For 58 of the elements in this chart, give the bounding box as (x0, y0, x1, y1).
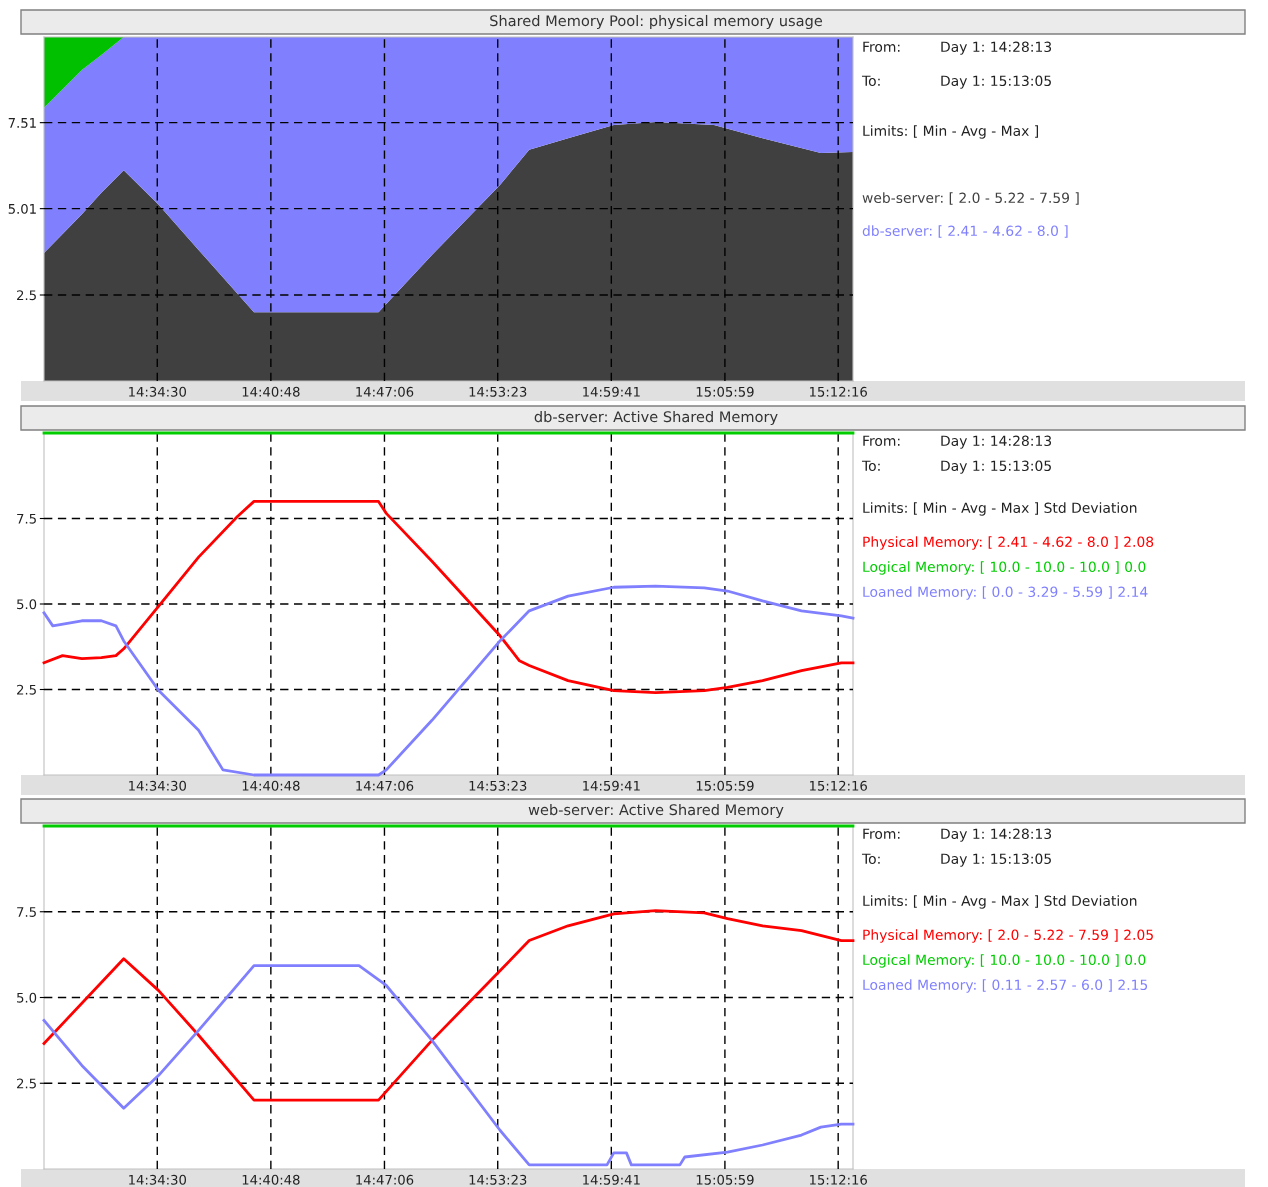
x-tick-label: 14:53:23 (469, 1174, 527, 1185)
x-tick-label: 14:59:41 (583, 780, 640, 791)
chart-title: db-server: Active Shared Memory (534, 410, 778, 426)
x-tick-label: 14:59:41 (583, 386, 640, 397)
line-series (42, 909, 855, 1102)
y-tick-label: 7.5 (17, 513, 36, 524)
x-tick-label: 15:12:16 (810, 1174, 867, 1185)
x-tick-label: 14:34:30 (129, 1174, 187, 1185)
x-tick-label: 15:12:16 (810, 780, 867, 791)
series-label: Loaned Memory: [ 0.0 - 3.29 - 5.59 ] 2.14 (863, 586, 1148, 600)
y-tick-label: 2.5 (17, 1078, 36, 1089)
y-tick-label: 5.0 (17, 992, 37, 1003)
text: Logical Memory: [ 10.0 - 10.0 - 10.0 ] 0.0 (863, 954, 1146, 968)
x-tick-label: 14:47:06 (356, 386, 414, 397)
series-label: web-server: [ 2.0 - 5.22 - 7.59 ] (862, 192, 1079, 205)
x-tick-label: 14:40:48 (242, 1174, 300, 1185)
x-tick-label: 15:05:59 (696, 780, 754, 791)
text: Day 1: 14:28:13 (941, 435, 1052, 449)
chart-title: Shared Memory Pool: physical memory usage (490, 14, 823, 30)
y-tick-label: 5.01 (8, 203, 36, 214)
y-tick-label: 7.51 (8, 118, 36, 128)
y-tick-label: 7.5 (17, 907, 36, 917)
text: From: (863, 828, 900, 840)
x-tick-label: 15:05:59 (696, 386, 754, 397)
x-tick-label: 14:53:23 (469, 780, 527, 791)
y-tick-label: 2.5 (17, 290, 36, 301)
x-tick-label: 15:12:16 (810, 386, 867, 397)
x-tick-label: 15:05:59 (696, 1174, 754, 1185)
line-series (42, 500, 855, 694)
text: Day 1: 14:28:13 (941, 41, 1052, 55)
text: Physical Memory: [ 2.41 - 4.62 - 8.0 ] 2.08 (863, 536, 1154, 550)
x-tick-label: 14:40:48 (242, 386, 300, 397)
text: db-server: [ 2.41 - 4.62 - 8.0 ] (862, 225, 1068, 238)
text: Limits: [ Min - Avg - Max ] Std Deviation (863, 895, 1137, 909)
chart-title: web-server: Active Shared Memory (528, 803, 784, 819)
text: From: (863, 41, 900, 53)
x-tick-label: 14:53:23 (469, 386, 527, 397)
text: Loaned Memory: [ 0.11 - 2.57 - 6.0 ] 2.15 (863, 979, 1148, 993)
text: Day 1: 14:28:13 (941, 828, 1052, 842)
y-tick-label: 5.0 (17, 599, 37, 610)
text: Day 1: 15:13:05 (941, 853, 1051, 867)
series-label: Physical Memory: [ 2.0 - 5.22 - 7.59 ] 2.05 (863, 929, 1153, 943)
x-tick-label: 14:47:06 (356, 1174, 414, 1185)
y-tick-label: 2.5 (17, 684, 36, 695)
text: Day 1: 15:13:05 (941, 75, 1051, 89)
x-tick-label: 14:34:30 (129, 386, 187, 397)
x-tick-label: 14:59:41 (583, 1174, 640, 1185)
x-tick-label: 14:34:30 (129, 780, 187, 791)
text: To: (861, 853, 880, 865)
text: To: (861, 75, 880, 87)
x-tick-label: 14:47:06 (356, 780, 414, 791)
x-tick-label: 14:40:48 (242, 780, 300, 791)
text: Limits: [ Min - Avg - Max ] (863, 125, 1038, 139)
text: From: (863, 435, 900, 447)
text: Logical Memory: [ 10.0 - 10.0 - 10.0 ] 0.0 (863, 561, 1146, 575)
text: To: (861, 460, 880, 472)
text: Limits: [ Min - Avg - Max ] Std Deviation (863, 502, 1137, 516)
text: Day 1: 15:13:05 (941, 460, 1051, 474)
